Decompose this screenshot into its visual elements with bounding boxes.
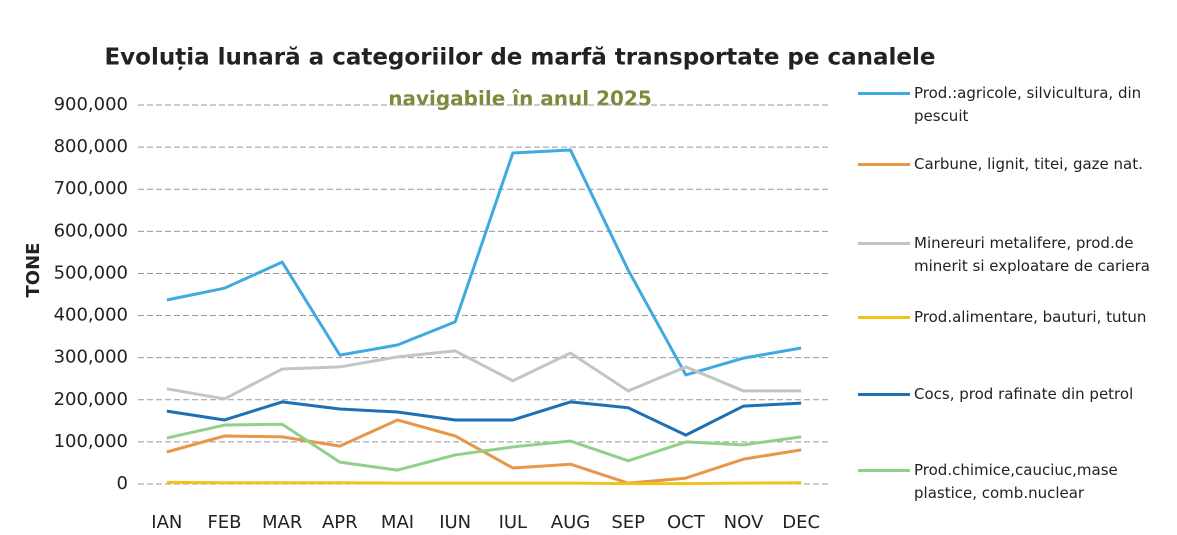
y-tick-label: 900,000 xyxy=(54,94,128,115)
x-tick-label: IUL xyxy=(499,512,528,533)
x-tick-label: SEP xyxy=(611,512,645,533)
legend-item: Prod.:agricole, silvicultura, din pescui… xyxy=(858,82,1173,128)
legend-item: Carbune, lignit, titei, gaze nat. xyxy=(858,153,1173,176)
y-tick-label: 400,000 xyxy=(54,305,128,326)
legend-label: Prod.alimentare, bauturi, tutun xyxy=(914,308,1147,326)
x-tick-label: MAI xyxy=(381,512,414,533)
x-tick-label: NOV xyxy=(724,512,764,533)
x-tick-label: IAN xyxy=(151,512,182,533)
y-tick-label: 200,000 xyxy=(54,389,128,410)
y-tick-label: 700,000 xyxy=(54,178,128,199)
legend-swatch xyxy=(858,163,910,166)
legend-label: Prod.chimice,cauciuc,mase plastice, comb… xyxy=(914,461,1118,502)
legend-item: Prod.alimentare, bauturi, tutun xyxy=(858,306,1173,329)
chart-subtitle: navigabile în anul 2025 xyxy=(388,87,652,111)
legend-label: Minereuri metalifere, prod.de minerit si… xyxy=(914,234,1150,275)
y-tick-label: 300,000 xyxy=(54,347,128,368)
legend-label: Prod.:agricole, silvicultura, din pescui… xyxy=(914,84,1142,125)
legend-swatch xyxy=(858,316,910,319)
y-axis-label: TONE xyxy=(23,243,44,298)
legend-label: Cocs, prod rafinate din petrol xyxy=(914,385,1134,403)
y-tick-label: 100,000 xyxy=(54,431,128,452)
x-tick-label: OCT xyxy=(667,512,706,533)
y-tick-label: 500,000 xyxy=(54,262,128,283)
x-tick-label: MAR xyxy=(262,512,302,533)
x-tick-label: AUG xyxy=(551,512,590,533)
legend-swatch xyxy=(858,92,910,95)
legend-label: Carbune, lignit, titei, gaze nat. xyxy=(914,155,1143,173)
legend-swatch xyxy=(858,469,910,472)
legend-swatch xyxy=(858,242,910,245)
legend-item: Minereuri metalifere, prod.de minerit si… xyxy=(858,232,1173,278)
x-tick-label: DEC xyxy=(782,512,820,533)
legend-item: Prod.chimice,cauciuc,mase plastice, comb… xyxy=(858,459,1173,505)
x-tick-label: APR xyxy=(322,512,358,533)
series-line xyxy=(166,148,802,377)
legend-swatch xyxy=(858,393,910,396)
y-tick-label: 0 xyxy=(117,473,128,494)
x-tick-label: FEB xyxy=(207,512,241,533)
series-line xyxy=(166,422,802,472)
x-tick-label: IUN xyxy=(439,512,471,533)
legend-item: Cocs, prod rafinate din petrol xyxy=(858,383,1173,406)
y-tick-label: 600,000 xyxy=(54,220,128,241)
y-tick-label: 800,000 xyxy=(54,136,128,157)
series-line xyxy=(166,349,802,401)
chart-title: Evoluția lunară a categoriilor de marfă … xyxy=(104,45,935,71)
series-line xyxy=(166,480,802,486)
series-line xyxy=(166,400,802,437)
